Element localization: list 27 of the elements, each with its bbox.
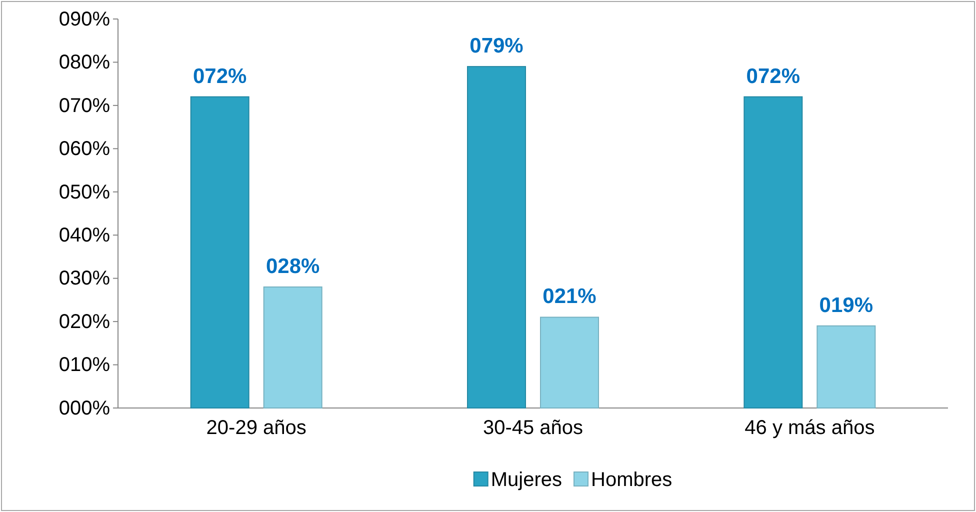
x-tick-label: 20-29 años (206, 417, 306, 440)
bar (540, 316, 599, 408)
y-tick-label: 040% (58, 224, 110, 247)
bar (190, 96, 250, 408)
y-tick-label: 080% (58, 52, 110, 74)
y-tick-label: 000% (58, 397, 110, 420)
data-label: 072% (746, 64, 800, 88)
y-tick-label: 060% (58, 138, 110, 160)
bar (467, 66, 526, 408)
y-tick-label: 010% (58, 354, 110, 376)
bar (816, 325, 876, 408)
y-tick-label: 020% (58, 310, 110, 333)
bar (744, 96, 803, 408)
y-tick-label: 030% (58, 268, 110, 290)
y-tick-label: 090% (58, 8, 110, 30)
x-tick-label: 46 y más años (744, 417, 875, 440)
y-tick-label: 050% (58, 181, 110, 204)
legend-label: Mujeres (490, 469, 562, 491)
data-label: 019% (819, 294, 874, 317)
data-label: 072% (192, 64, 248, 88)
data-label: 028% (266, 254, 320, 278)
y-tick-label: 070% (58, 94, 110, 117)
data-label: 021% (542, 285, 597, 308)
data-label: 079% (470, 34, 524, 58)
x-tick-label: 30-45 años (482, 417, 584, 440)
legend-label: Hombres (591, 469, 672, 491)
bar (263, 286, 322, 408)
